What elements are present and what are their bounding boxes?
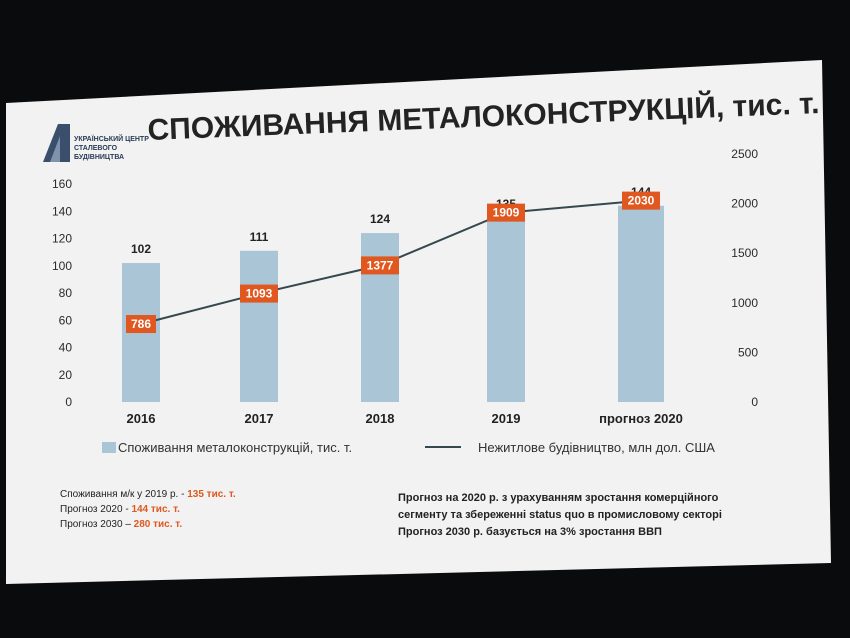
y-right-tick: 2500 — [731, 147, 758, 161]
line-point-marker — [361, 256, 399, 275]
note-left-2: Прогноз 2020 - 144 тис. т. — [60, 504, 180, 515]
note-right-1: Прогноз на 2020 р. з урахуванням зростан… — [398, 492, 719, 504]
y-left-tick: 140 — [52, 204, 72, 218]
y-left-tick: 80 — [59, 286, 73, 300]
line-point-marker — [622, 191, 660, 210]
y-right-tick: 2000 — [731, 197, 758, 211]
line-point-marker — [126, 315, 156, 334]
legend: Споживання металоконструкцій, тис. т. Не… — [102, 440, 715, 455]
bar-value-label: 124 — [370, 212, 390, 226]
logo-line-1: УКРАЇНСЬКИЙ ЦЕНТР — [74, 134, 149, 143]
y-left-tick: 60 — [59, 313, 73, 327]
y-right-tick: 0 — [751, 395, 758, 409]
y-left-tick: 40 — [59, 341, 73, 355]
line-point-marker — [487, 203, 525, 222]
x-category-label: 2016 — [127, 411, 156, 426]
line-point-label: 1377 — [367, 258, 394, 272]
logo-line-2: СТАЛЕВОГО — [74, 145, 118, 152]
legend-bar-label: Споживання металоконструкцій, тис. т. — [118, 440, 352, 455]
note-right-2: сегменту та збереженні status quo в пром… — [398, 509, 722, 521]
logo: УКРАЇНСЬКИЙ ЦЕНТР СТАЛЕВОГО БУДІВНИЦТВА — [43, 124, 149, 162]
notes-right: Прогноз на 2020 р. з урахуванням зростан… — [398, 492, 722, 538]
logo-mark-icon — [43, 124, 70, 162]
bar — [487, 218, 525, 402]
x-category-label: 2018 — [366, 411, 395, 426]
line-point-label: 2030 — [628, 194, 655, 208]
line-point-label: 786 — [131, 317, 151, 331]
line-point-label: 1909 — [493, 206, 520, 220]
y-right-tick: 1500 — [731, 246, 758, 260]
x-category-label: 2017 — [245, 411, 274, 426]
y-left-tick: 20 — [59, 368, 73, 382]
y-left-tick: 100 — [52, 259, 72, 273]
legend-bar-swatch — [102, 442, 116, 453]
legend-line-label: Нежитлове будівництво, млн дол. США — [478, 440, 715, 455]
bar — [618, 205, 664, 402]
note-right-3: Прогноз 2030 р. базується на 3% зростанн… — [398, 526, 662, 538]
y-left-tick: 0 — [65, 395, 72, 409]
slide-surface — [6, 60, 831, 584]
bar-value-label: 102 — [131, 242, 151, 256]
y-right-tick: 1000 — [731, 296, 758, 310]
chart: 0 20 40 60 80 100 120 140 160 0 500 1000 1500 2000 250… — [52, 147, 758, 426]
x-category-label: 2019 — [492, 411, 521, 426]
line-point-label: 1093 — [246, 287, 273, 301]
y-left-tick: 120 — [52, 232, 72, 246]
notes-left: Споживання м/к у 2019 р. - 135 тис. т. П… — [60, 489, 236, 530]
logo-line-3: БУДІВНИЦТВА — [74, 154, 124, 161]
bar — [240, 250, 278, 402]
x-category-label: прогноз 2020 — [599, 411, 683, 426]
y-right-tick: 500 — [738, 345, 758, 359]
note-left-3: Прогноз 2030 – 280 тис. т. — [60, 519, 182, 530]
note-left-1: Споживання м/к у 2019 р. - 135 тис. т. — [60, 489, 236, 500]
y-left-tick: 160 — [52, 177, 72, 191]
bar-value-label: 111 — [250, 230, 269, 244]
line-point-marker — [240, 284, 278, 303]
